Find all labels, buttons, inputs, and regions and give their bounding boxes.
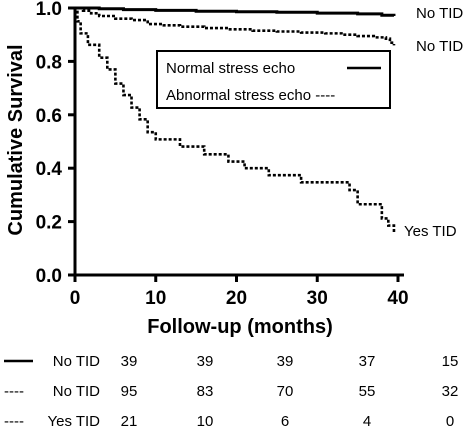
legend-box [156, 50, 391, 109]
risk-cell: 95 [121, 383, 138, 400]
y-tick-label: 1.0 [36, 0, 62, 20]
risk-cell: 39 [277, 353, 294, 370]
legend: Normal stress echo Abnormal stress echo … [156, 50, 391, 109]
curve-label-normal-no-tid: No TID [416, 5, 463, 22]
y-tick-label: 0.6 [36, 106, 62, 127]
risk-row-line-dashed: ---- [4, 383, 24, 400]
risk-table: No TID 39 39 39 37 15 ---- No TID 95 83 70 55 32 ----… [4, 353, 458, 428]
risk-cell: 55 [359, 383, 376, 400]
risk-row-label: No TID [53, 383, 100, 400]
risk-cell: 39 [197, 353, 214, 370]
x-tick-label: 0 [70, 288, 81, 309]
legend-label-normal: Normal stress echo [166, 60, 295, 77]
y-tick-label: 0.4 [36, 159, 63, 180]
y-tick-label: 0.2 [36, 213, 62, 234]
risk-row-label: No TID [53, 353, 100, 370]
risk-cell: 10 [197, 413, 214, 428]
risk-row-line-dashed: ---- [4, 413, 24, 428]
curve-label-abnormal-yes-tid: Yes TID [404, 223, 457, 240]
risk-cell: 39 [121, 353, 138, 370]
series-line-1 [75, 6, 396, 17]
x-tick-label: 20 [226, 288, 247, 309]
risk-cell: 32 [442, 383, 459, 400]
x-tick-label: 30 [307, 288, 328, 309]
legend-label-abnormal: Abnormal stress echo ---- [166, 87, 335, 104]
series-line-2 [75, 6, 396, 46]
y-axis-title: Cumulative Survival [5, 44, 27, 235]
x-tick-label: 10 [145, 288, 166, 309]
series-line-3 [75, 6, 396, 233]
x-tick-label: 40 [387, 288, 408, 309]
y-tick-label: 0.8 [36, 52, 62, 73]
risk-cell: 4 [363, 413, 371, 428]
risk-cell: 70 [277, 383, 294, 400]
risk-cell: 21 [121, 413, 138, 428]
y-tick-label: 0.0 [36, 266, 62, 287]
risk-cell: 83 [197, 383, 214, 400]
risk-cell: 15 [442, 353, 459, 370]
risk-row-label: Yes TID [47, 413, 100, 428]
curve-label-abnormal-no-tid: No TID [416, 38, 463, 55]
x-axis-title: Follow-up (months) [147, 316, 333, 338]
risk-cell: 0 [446, 413, 454, 428]
risk-cell: 37 [359, 353, 376, 370]
risk-cell: 6 [281, 413, 289, 428]
